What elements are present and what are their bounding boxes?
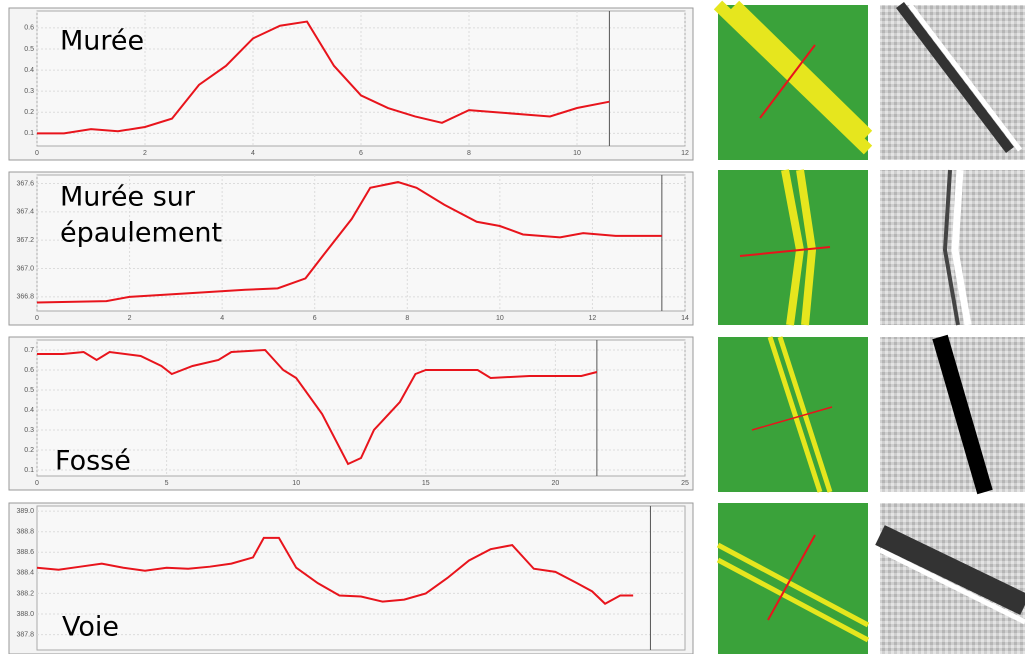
profile-label: Voie bbox=[62, 612, 119, 643]
y-tick-label: 367.4 bbox=[16, 209, 34, 216]
plot-area bbox=[37, 340, 685, 476]
y-tick-label: 0.3 bbox=[24, 88, 34, 95]
y-tick-label: 388.4 bbox=[16, 570, 34, 577]
profile-label: Murée bbox=[60, 26, 144, 57]
x-tick-label: 25 bbox=[681, 480, 689, 487]
x-tick-label: 6 bbox=[313, 315, 317, 322]
y-tick-label: 0.1 bbox=[24, 467, 34, 474]
x-tick-label: 10 bbox=[496, 315, 504, 322]
y-tick-label: 0.5 bbox=[24, 387, 34, 394]
y-tick-label: 0.6 bbox=[24, 25, 34, 32]
x-tick-label: 15 bbox=[422, 480, 430, 487]
y-tick-label: 0.7 bbox=[24, 347, 34, 354]
green-image bbox=[718, 503, 868, 654]
y-tick-label: 0.2 bbox=[24, 447, 34, 454]
x-tick-label: 12 bbox=[681, 150, 689, 157]
y-tick-label: 0.5 bbox=[24, 46, 34, 53]
x-tick-label: 4 bbox=[220, 315, 224, 322]
x-tick-label: 2 bbox=[128, 315, 132, 322]
x-tick-label: 10 bbox=[573, 150, 581, 157]
x-tick-label: 14 bbox=[681, 315, 689, 322]
profile-label: Murée sur bbox=[60, 182, 196, 213]
y-tick-label: 0.6 bbox=[24, 367, 34, 374]
figure: 0.1 0.2 0.3 0.4 0.5 0.6 0 2 4 6 8 10 12 Murée 366.8 367… bbox=[0, 0, 1025, 654]
thumbnails bbox=[718, 5, 1025, 654]
y-tick-label: 0.1 bbox=[24, 130, 34, 137]
x-tick-label: 8 bbox=[467, 150, 471, 157]
x-tick-label: 4 bbox=[251, 150, 255, 157]
x-tick-label: 5 bbox=[165, 480, 169, 487]
y-tick-label: 388.6 bbox=[16, 549, 34, 556]
y-tick-label: 387.8 bbox=[16, 631, 34, 638]
x-tick-label: 0 bbox=[35, 315, 39, 322]
x-tick-label: 12 bbox=[589, 315, 597, 322]
y-tick-label: 366.8 bbox=[16, 294, 34, 301]
profile-label: Fossé bbox=[55, 446, 131, 477]
y-tick-label: 388.0 bbox=[16, 611, 34, 618]
y-tick-label: 0.2 bbox=[24, 109, 34, 116]
plot-area bbox=[37, 506, 685, 650]
y-tick-label: 367.2 bbox=[16, 237, 34, 244]
x-tick-label: 8 bbox=[405, 315, 409, 322]
y-tick-label: 389.0 bbox=[16, 508, 34, 515]
y-tick-label: 0.4 bbox=[24, 407, 34, 414]
profile-label: épaulement bbox=[60, 218, 222, 249]
y-tick-label: 388.2 bbox=[16, 590, 34, 597]
x-tick-label: 6 bbox=[359, 150, 363, 157]
x-tick-label: 20 bbox=[552, 480, 560, 487]
y-tick-label: 367.6 bbox=[16, 180, 34, 187]
y-tick-label: 0.3 bbox=[24, 427, 34, 434]
x-tick-label: 2 bbox=[143, 150, 147, 157]
x-tick-label: 0 bbox=[35, 150, 39, 157]
y-tick-label: 367.0 bbox=[16, 265, 34, 272]
y-tick-label: 388.8 bbox=[16, 529, 34, 536]
x-tick-label: 10 bbox=[292, 480, 300, 487]
y-tick-label: 0.4 bbox=[24, 67, 34, 74]
x-tick-label: 0 bbox=[35, 480, 39, 487]
